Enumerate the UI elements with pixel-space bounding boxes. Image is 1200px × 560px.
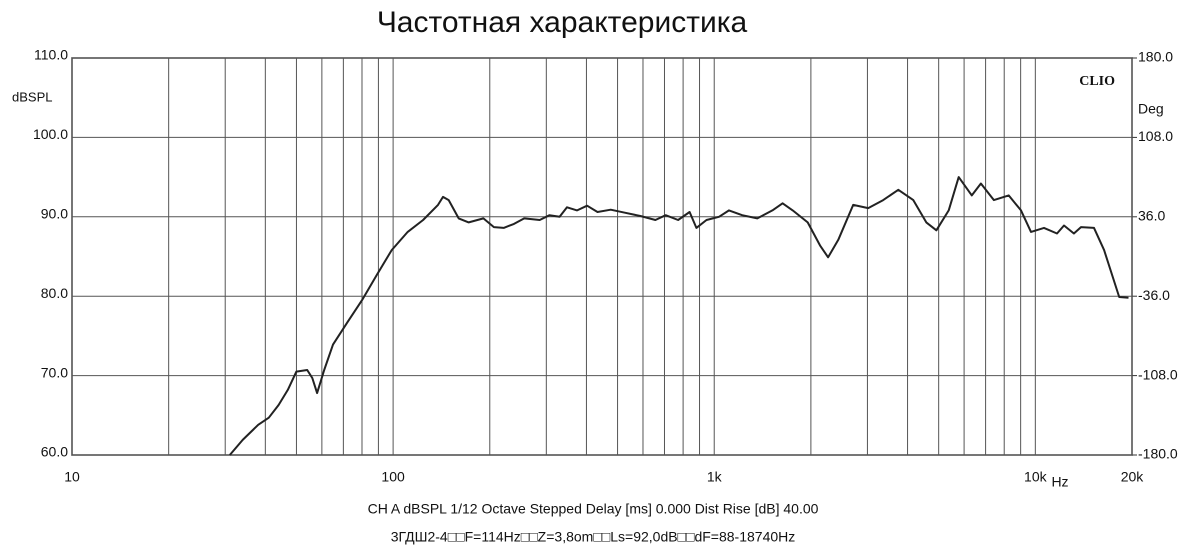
y2-tick-label: 108.0 xyxy=(1138,128,1173,144)
y-tick-label: 90.0 xyxy=(41,206,68,222)
footer-line: CH A dBSPL 1/12 Octave Stepped Delay [ms… xyxy=(368,501,819,517)
x-tick-label: 100 xyxy=(381,469,405,485)
plot-frame xyxy=(71,57,1133,456)
footer-line: 3ГДШ2-4□□F=114Hz□□Z=3,8om□□Ls=92,0dB□□dF… xyxy=(391,529,796,545)
x-tick-label: 20k xyxy=(1121,469,1145,485)
y2-tick-label: -36.0 xyxy=(1138,287,1170,303)
y2-tick-label: 180.0 xyxy=(1138,49,1173,65)
y-tick-label: 100.0 xyxy=(33,126,68,142)
y-tick-label: 60.0 xyxy=(41,444,68,460)
response-curve xyxy=(229,176,1129,456)
y2-tick-label: 36.0 xyxy=(1138,208,1165,224)
x-unit: Hz xyxy=(1051,474,1068,490)
y-tick-label: 80.0 xyxy=(41,285,68,301)
y2-tick-label: -180.0 xyxy=(1138,446,1178,462)
y2-tick-label: -108.0 xyxy=(1138,366,1178,382)
watermark: CLIO xyxy=(1079,74,1115,89)
x-tick-label: 10k xyxy=(1024,469,1048,485)
y-tick-label: 110.0 xyxy=(34,47,68,63)
x-tick-label: 1k xyxy=(707,469,723,485)
y-tick-label: 70.0 xyxy=(41,364,68,380)
x-tick-label: 10 xyxy=(64,469,80,485)
y-axis-label: dBSPL xyxy=(12,89,52,104)
chart-title: Частотная характеристика xyxy=(377,6,748,39)
y2-axis-label: Deg xyxy=(1138,101,1164,117)
